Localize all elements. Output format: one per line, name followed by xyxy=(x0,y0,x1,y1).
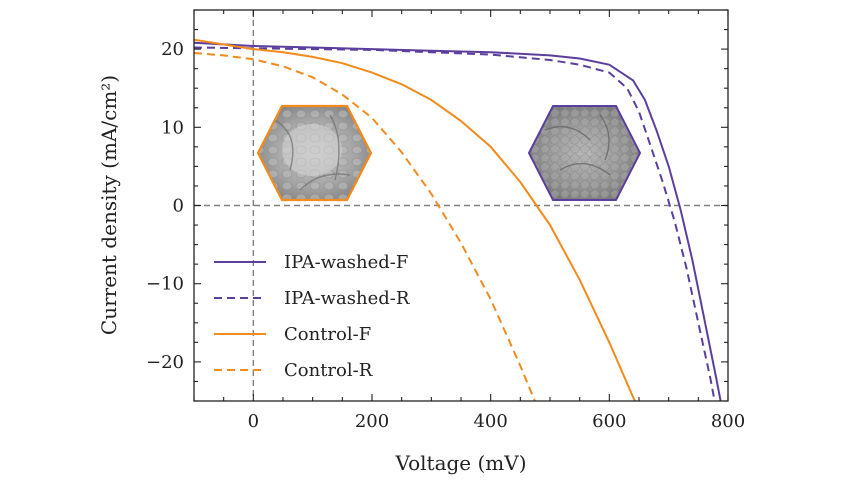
y-tick-label: −20 xyxy=(146,352,184,373)
series-layer xyxy=(194,38,722,401)
x-tick-label: 600 xyxy=(592,411,626,432)
y-axis-title: Current density (mA/cm²) xyxy=(97,75,121,335)
y-tick-label: −10 xyxy=(146,274,184,295)
x-tick-labels: 0 200 400 600 800 xyxy=(248,411,746,432)
y-tick-label: 20 xyxy=(161,39,184,60)
y-tick-label: 0 xyxy=(173,196,184,217)
x-tick-label: 400 xyxy=(473,411,507,432)
ipa-washed-morphology-inset xyxy=(527,105,642,201)
reference-lines xyxy=(194,10,728,401)
control-morphology-inset xyxy=(256,104,373,202)
legend: IPA-washed-F IPA-washed-R Control-F Control… xyxy=(214,252,410,381)
x-tick-label: 800 xyxy=(711,411,745,432)
legend-label: Control-R xyxy=(284,360,373,381)
series-line-ipa-washed-r xyxy=(194,46,716,401)
series-line-control-f xyxy=(194,38,637,401)
series-line-control-r xyxy=(194,52,536,401)
y-tick-label: 10 xyxy=(161,117,184,138)
x-tick-label: 0 xyxy=(248,411,259,432)
axis-ticks xyxy=(193,9,729,402)
x-axis-title: Voltage (mV) xyxy=(394,451,526,475)
legend-label: Control-F xyxy=(284,324,371,345)
legend-label: IPA-washed-R xyxy=(284,288,410,309)
y-tick-labels: −20 −10 0 10 20 xyxy=(146,39,184,373)
series-line-ipa-washed-f xyxy=(194,41,722,401)
legend-label: IPA-washed-F xyxy=(284,252,408,273)
x-tick-label: 200 xyxy=(355,411,389,432)
